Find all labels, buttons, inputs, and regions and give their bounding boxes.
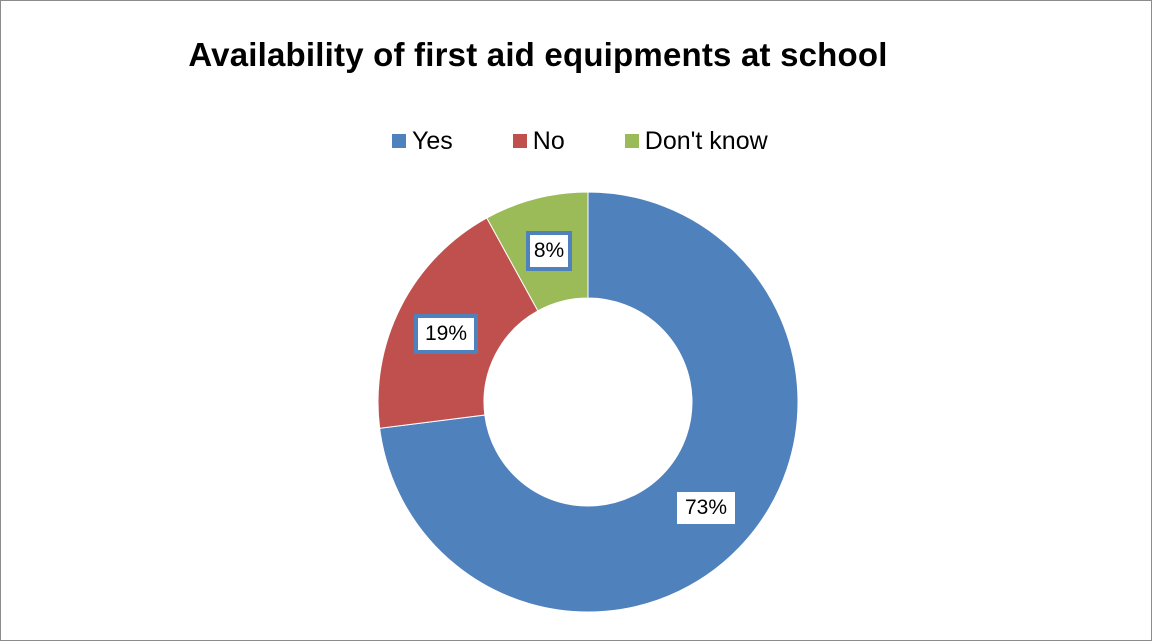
legend-label-yes: Yes bbox=[412, 126, 453, 155]
legend-label-dont-know: Don't know bbox=[644, 126, 768, 155]
data-label-dont-know: 8% bbox=[526, 231, 572, 271]
chart-legend: Yes No Don't know bbox=[392, 126, 768, 156]
legend-swatch-dont-know bbox=[624, 134, 639, 148]
legend-entry-no: No bbox=[512, 126, 565, 156]
chart-title: Availability of first aid equipments at … bbox=[188, 36, 888, 73]
legend-swatch-no bbox=[512, 134, 527, 148]
legend-label-no: No bbox=[532, 126, 565, 155]
legend-entry-yes: Yes bbox=[392, 127, 453, 156]
legend-swatch-yes bbox=[392, 134, 406, 148]
legend-entry-dont-know: Don't know bbox=[624, 126, 768, 156]
data-label-yes: 73% bbox=[677, 492, 735, 524]
data-label-no: 19% bbox=[414, 314, 478, 354]
